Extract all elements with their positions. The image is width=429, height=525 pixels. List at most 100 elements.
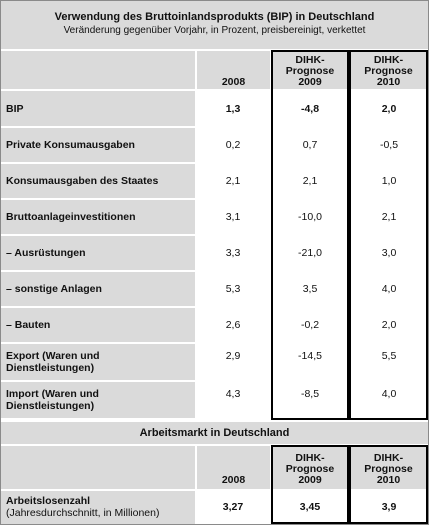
row-label: Bruttoanlageinvestitionen [6,211,136,223]
row-label: Import (Waren und [6,388,99,400]
row-label-cell [1,382,195,418]
header-col-2010-line-3: 2010 [376,76,401,88]
row-2010-cell [350,164,427,198]
row-2010-cell [350,272,427,306]
row-value-2008: 3,1 [225,211,241,223]
row-value-2009: -0,2 [300,319,320,331]
row-2008-cell [197,128,270,162]
row-label: Arbeitslosenzahl [6,495,91,507]
row-value-2008: 3,3 [225,247,241,259]
header-label-cell [1,51,195,89]
row-label-line2: Dienstleistungen) [6,400,95,412]
row-value-2010: 5,5 [381,350,397,362]
header2-col-2010-line-3: 2010 [376,474,401,486]
row-2010-cell [350,382,427,418]
row-2010-cell [350,91,427,126]
row-value-2008: 2,1 [225,175,241,187]
row-label: Private Konsumausgaben [6,139,135,151]
row-value-2008: 0,2 [225,139,241,151]
row-label-cell [1,236,195,270]
row-value-2009: 2,1 [302,175,318,187]
row-2009-cell [272,164,348,198]
row-2008-cell [197,272,270,306]
title-band [1,1,428,49]
table-title: Verwendung des Bruttoinlandsprodukts (BI… [54,11,375,23]
header-col-2010-line-1: DIHK- [373,54,404,66]
row-2010-cell [350,128,427,162]
row-2008-cell [197,91,270,126]
header-col-2010-line-2: Prognose [364,65,413,77]
row-2009-cell [272,236,348,270]
header-2008-cell [197,51,270,89]
row-value-2008: 3,27 [222,501,244,513]
table-subtitle: Veränderung gegenüber Vorjahr, in Prozen… [63,25,366,36]
row-2009-cell [272,91,348,126]
row-2008-cell [197,236,270,270]
header-2009-cell [272,446,348,489]
section-title: Arbeitsmarkt in Deutschland [139,427,290,439]
row-value-2010: 1,0 [381,175,397,187]
row-value-2009: -4,8 [300,103,320,115]
row-value-2009: 3,45 [299,501,321,513]
row-value-2010: 2,1 [381,211,397,223]
row-2009-cell [272,491,348,524]
row-value-2010: 3,9 [381,501,397,513]
row-value-2008: 5,3 [225,283,241,295]
row-2008-cell [197,382,270,418]
row-value-2009: -8,5 [300,388,320,400]
row-value-2009: -14,5 [298,350,322,362]
row-label-cell [1,491,195,524]
header-2010-cell [350,446,427,489]
header-2010-cell [350,51,427,89]
row-label-cell [1,344,195,380]
row-value-2010: 4,0 [381,283,397,295]
header-col-2009-line-3: 2009 [298,76,322,88]
header-label-cell [1,446,195,489]
row-value-2008: 1,3 [225,103,241,115]
header-col-2008: 2008 [221,76,246,88]
row-label-cell [1,128,195,162]
row-2010-cell [350,344,427,380]
row-2009-cell [272,272,348,306]
row-value-2010: 4,0 [381,388,397,400]
header2-col-2010-line-1: DIHK- [373,452,404,464]
section-title-band [1,422,428,444]
row-2008-cell [197,308,270,342]
row-2010-cell [350,236,427,270]
row-label: Export (Waren und [6,350,100,362]
row-2008-cell [197,344,270,380]
row-label: – Bauten [6,319,51,331]
row-2010-cell [350,491,427,524]
row-label: BIP [6,103,24,115]
header2-col-2009-line-2: Prognose [285,463,335,475]
row-2008-cell [197,491,270,524]
header2-col-2008: 2008 [221,474,246,486]
header2-col-2009-line-3: 2009 [298,474,322,486]
row-value-2010: 3,0 [381,247,397,259]
forecast-frame-2009 [271,50,349,420]
row-value-2009: 3,5 [302,283,318,295]
row-2009-cell [272,308,348,342]
header-col-2009-line-1: DIHK- [295,54,325,66]
header-col-2009-line-2: Prognose [285,65,335,77]
row-2009-cell [272,382,348,418]
row-label-cell [1,164,195,198]
row-2009-cell [272,200,348,234]
row-value-2009: 0,7 [302,139,318,151]
row-value-2010: -0,5 [379,139,399,151]
forecast-frame-2009 [271,445,349,524]
forecast-frame-2010 [349,445,428,524]
header-2009-cell [272,51,348,89]
row-label-cell [1,200,195,234]
row-label-line2: Dienstleistungen) [6,362,95,374]
row-label: – sonstige Anlagen [6,283,102,295]
row-value-2008: 2,6 [225,319,241,331]
forecast-frame-2010 [349,50,428,420]
header2-col-2010-line-2: Prognose [364,463,413,475]
row-value-2008: 2,9 [225,350,241,362]
row-label-cell [1,308,195,342]
row-value-2009: -21,0 [298,247,322,259]
row-2010-cell [350,308,427,342]
row-label: Konsumausgaben des Staates [6,175,159,187]
